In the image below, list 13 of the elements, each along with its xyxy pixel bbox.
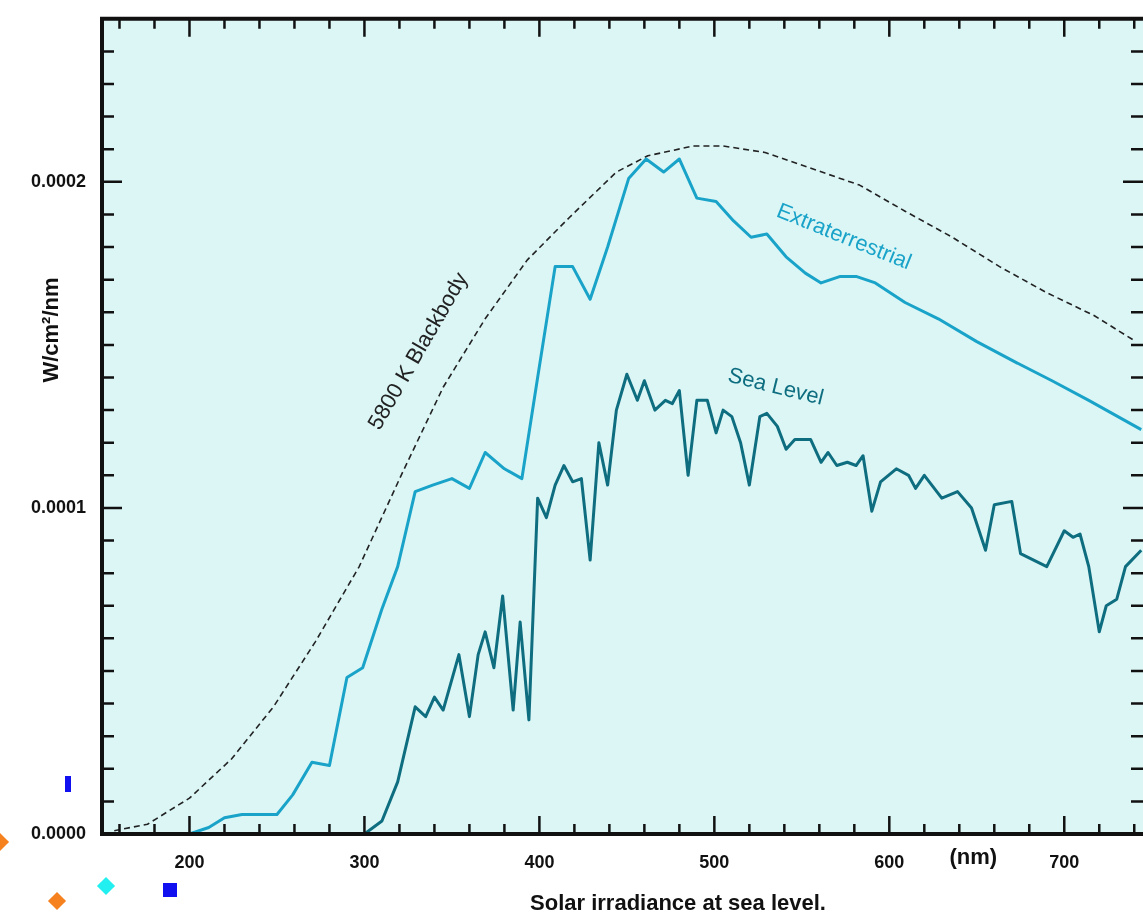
x-tick-label: 300 — [349, 851, 380, 872]
x-tick-label: 400 — [524, 851, 555, 872]
y-tick-label: 0.0001 — [30, 496, 86, 517]
x-axis-title: Solar irradiance at sea level. — [530, 890, 826, 916]
y-axis-title: W/cm²/nm — [38, 277, 64, 383]
x-tick-label: 600 — [874, 851, 905, 872]
y-tick-label: 0.0002 — [30, 170, 86, 191]
x-tick-label: 500 — [699, 851, 730, 872]
x-tick-label: 200 — [174, 851, 205, 872]
text: Sea Level — [725, 361, 827, 410]
y-tick-label: 0.0000 — [30, 822, 86, 843]
x-tick-label: 700 — [1049, 851, 1080, 872]
text: (nm) — [949, 844, 998, 870]
